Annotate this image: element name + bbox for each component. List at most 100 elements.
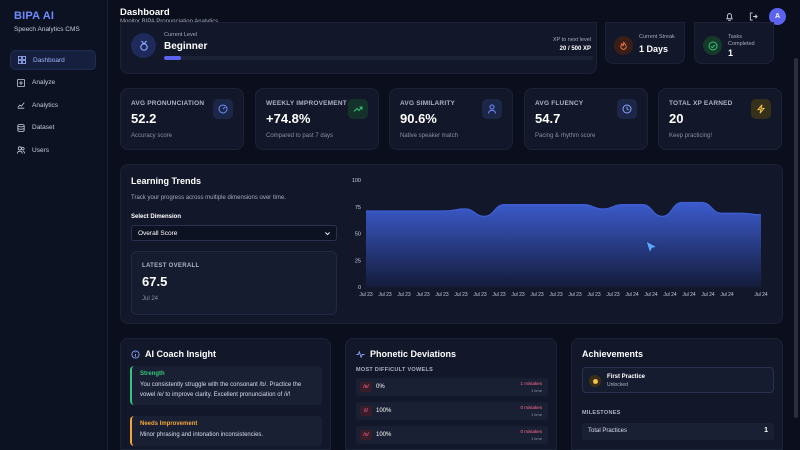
clock-icon <box>617 99 637 119</box>
xp-label: XP to next level <box>552 37 591 43</box>
tasks-label-line2: Completed <box>728 41 755 47</box>
list-item[interactable]: /i/ 100% 0 mistakes 1 time <box>356 402 548 420</box>
phoneme-symbol: /o/ <box>360 430 372 440</box>
x-tick-label: Jul 23 <box>606 292 620 298</box>
streak-card: Current Streak 1 Days <box>605 22 685 64</box>
mouse-cursor-icon <box>645 240 659 255</box>
check-circle-icon <box>703 36 722 55</box>
y-tick-label: 75 <box>355 205 361 211</box>
trends-title: Learning Trends <box>131 176 202 186</box>
dimension-select-value: Overall Score <box>138 229 178 237</box>
phoneme-mistakes: 1 mistakes <box>520 381 542 386</box>
achievement-title: First Practice <box>607 374 646 380</box>
bell-icon[interactable] <box>723 11 735 23</box>
level-value: Beginner <box>164 41 208 52</box>
xp-progress-fill <box>164 56 182 60</box>
sidebar-item-label: Dataset <box>32 124 55 131</box>
page-title: Dashboard <box>120 7 170 18</box>
stat-label: AVG PRONUNCIATION <box>131 100 205 107</box>
header-actions: A <box>711 8 786 25</box>
x-tick-label: Jul 23 <box>511 292 525 298</box>
phonetic-title: Phonetic Deviations <box>356 349 456 359</box>
x-tick-label: Jul 24 <box>682 292 696 298</box>
stat-label: TOTAL XP EARNED <box>669 100 733 107</box>
milestone-row: Total Practices 1 <box>582 423 774 440</box>
sidebar-item-dashboard[interactable]: Dashboard <box>10 50 96 70</box>
stat-value: 52.2 <box>131 111 157 126</box>
x-tick-label: Jul 24 <box>754 292 768 298</box>
level-card: Current Level Beginner XP to next level … <box>120 22 597 74</box>
improvement-insight: Needs Improvement Minor phrasing and int… <box>130 416 322 446</box>
learning-trends-card: Learning Trends Track your progress acro… <box>120 164 783 324</box>
sidebar-item-label: Dashboard <box>33 56 65 64</box>
x-tick-label: Jul 23 <box>397 292 411 298</box>
list-item[interactable]: /o/ 100% 0 mistakes 1 time <box>356 426 548 444</box>
avatar[interactable]: A <box>769 8 786 25</box>
x-tick-label: Jul 23 <box>473 292 487 298</box>
y-tick-label: 50 <box>355 232 361 238</box>
stat-value: +74.8% <box>266 111 311 126</box>
latest-overall-card: LATEST OVERALL 67.5 Jul 24 <box>131 251 337 315</box>
sidebar-item-label: Analytics <box>32 101 59 109</box>
stat-label: WEEKLY IMPROVEMENT <box>266 100 347 107</box>
sidebar-item-dataset[interactable]: Dataset <box>10 118 96 138</box>
gauge-icon <box>213 99 233 119</box>
improvement-label: Needs Improvement <box>140 421 198 427</box>
scrollbar[interactable] <box>794 58 798 418</box>
logout-icon[interactable] <box>747 11 759 23</box>
streak-value: 1 Days <box>639 44 669 54</box>
tasks-label: Tasks Completed <box>728 34 755 48</box>
sidebar-item-analytics[interactable]: Analytics <box>10 95 96 115</box>
trend-up-icon <box>348 99 368 119</box>
achievements-card: Achievements First Practice Unlocked MIL… <box>571 338 783 450</box>
y-tick-label: 0 <box>358 285 361 291</box>
milestones-label: MILESTONES <box>582 410 621 416</box>
users-icon <box>17 146 25 154</box>
stat-value: 20 <box>669 111 684 126</box>
brand-logo[interactable]: BIPA AI <box>14 10 55 22</box>
stat-value: 90.6% <box>400 111 437 126</box>
strength-insight: Strength You consistently struggle with … <box>130 366 322 405</box>
list-item[interactable]: /e/ 0% 1 mistakes 1 time <box>356 378 548 396</box>
vowels-section-label: MOST DIFFICULT VOWELS <box>356 367 434 373</box>
phoneme-symbol: /i/ <box>360 406 372 416</box>
grid-icon <box>18 56 26 64</box>
sidebar-item-users[interactable]: Users <box>10 140 96 160</box>
milestone-value: 1 <box>764 427 768 434</box>
stat-value: 54.7 <box>535 111 561 126</box>
milestone-name: Total Practices <box>588 428 628 434</box>
tasks-value: 1 <box>728 48 734 58</box>
stat-label: AVG SIMILARITY <box>400 100 456 107</box>
sidebar-item-analyze[interactable]: Analyze <box>10 73 96 93</box>
chevron-down-icon <box>325 232 330 236</box>
phoneme-times: 1 time <box>531 388 542 393</box>
latest-value: 67.5 <box>142 274 168 289</box>
achievement-badge[interactable]: First Practice Unlocked <box>582 367 774 393</box>
tasks-card: Tasks Completed 1 <box>694 22 774 64</box>
x-tick-label: Jul 23 <box>530 292 544 298</box>
stat-card-weekly-improvement: WEEKLY IMPROVEMENT +74.8% Compared to pa… <box>255 88 379 150</box>
strength-label: Strength <box>140 371 165 377</box>
phoneme-symbol: /e/ <box>360 382 372 392</box>
strength-text: You consistently struggle with the conso… <box>140 382 302 398</box>
achievements-title: Achievements <box>582 349 644 359</box>
x-tick-label: Jul 23 <box>492 292 506 298</box>
level-label: Current Level <box>164 32 198 38</box>
plus-square-icon <box>17 78 25 87</box>
dimension-select[interactable]: Overall Score <box>131 225 337 241</box>
xp-progress-bar <box>164 56 593 60</box>
x-tick-label: Jul 23 <box>416 292 430 298</box>
stat-card-similarity: AVG SIMILARITY 90.6% Native speaker matc… <box>389 88 513 150</box>
phoneme-accuracy: 0% <box>376 384 385 390</box>
stat-subtext: Compared to past 7 days <box>266 133 334 139</box>
x-tick-label: Jul 23 <box>359 292 373 298</box>
info-icon <box>131 349 140 359</box>
x-tick-label: Jul 24 <box>663 292 677 298</box>
dimension-select-label: Select Dimension <box>131 214 182 220</box>
learning-trends-chart[interactable]: 0 25 50 75 100 Jul 23 Jul 23 Jul 23 Jul 23 Jul 23… <box>349 173 779 303</box>
y-tick-label: 100 <box>352 178 361 184</box>
x-tick-label: Jul 23 <box>568 292 582 298</box>
sidebar: BIPA AI Speech Analytics CMS Dashboard A… <box>0 0 108 450</box>
x-tick-label: Jul 23 <box>378 292 392 298</box>
phonetic-title-text: Phonetic Deviations <box>370 349 457 359</box>
